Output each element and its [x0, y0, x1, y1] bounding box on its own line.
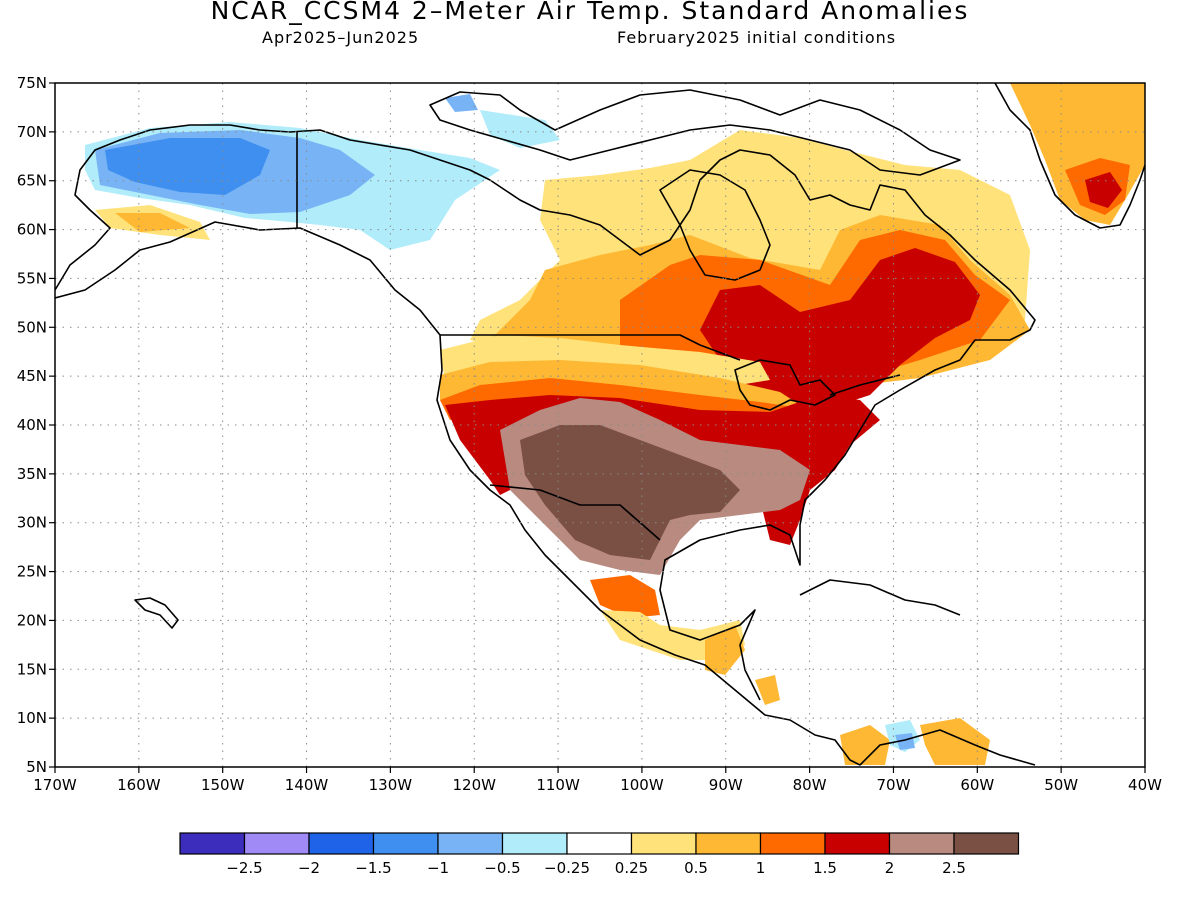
colorbar-swatch [437, 832, 504, 855]
lon-tick-label: 50W [1044, 776, 1078, 794]
lon-tick-label: 140W [285, 776, 329, 794]
colorbar-label: 2 [885, 859, 895, 877]
warm-region-us-brown [520, 425, 740, 560]
lat-tick-label: 10N [17, 709, 47, 727]
lat-tick-label: 70N [17, 123, 47, 141]
lon-tick-label: 60W [960, 776, 994, 794]
cool-region-arctic-islands [445, 94, 478, 112]
anomaly-shading [85, 83, 1145, 765]
border-canada-us [440, 334, 901, 396]
coastline-arctic-islands [429, 89, 961, 176]
lon-tick-label: 100W [620, 776, 664, 794]
colorbar-swatch [953, 832, 1020, 855]
lat-tick-label: 40N [17, 416, 47, 434]
cool-region-colombia-core [895, 733, 915, 750]
colorbar-label: −2 [298, 859, 320, 877]
lat-tick-label: 25N [17, 563, 47, 581]
coastline-north-america [55, 124, 1036, 766]
colorbar-label: −2.5 [226, 859, 262, 877]
warm-region-south-america-east [920, 718, 990, 765]
colorbar-swatch [824, 832, 891, 855]
colorbar-label: 0.25 [615, 859, 648, 877]
warm-region-central-america [755, 675, 780, 705]
lat-tick-label: 55N [17, 269, 47, 287]
colorbar-swatch [372, 832, 439, 855]
warm-region-yucatan [705, 625, 745, 675]
coastline-great-lakes [734, 359, 836, 411]
chart-title: NCAR_CCSM4 2–Meter Air Temp. Standard An… [210, 0, 970, 25]
lon-tick-label: 40W [1128, 776, 1162, 794]
lat-tick-label: 30N [17, 514, 47, 532]
warm-region-quebec-red [700, 248, 980, 415]
coastlines [55, 83, 1145, 766]
colorbar-swatch [308, 832, 375, 855]
warm-region-mexico-orange [590, 575, 660, 618]
colorbar-swatch [566, 832, 633, 855]
lon-tick-label: 70W [877, 776, 911, 794]
lat-tick-label: 20N [17, 611, 47, 629]
colorbar-swatch [179, 832, 246, 855]
lat-tick-label: 65N [17, 172, 47, 190]
colorbar: −2.5 −2 −1.5 −1 −0.5 −0.25 0.25 0.5 1 1.5 2 2.5 [179, 832, 1020, 877]
warm-region-sw-alaska-core [115, 213, 190, 232]
coastline-caribbean [799, 579, 961, 616]
lat-tick-label: 75N [17, 74, 47, 92]
initial-conditions: February2025 initial conditions [617, 28, 897, 47]
cool-region-arctic-islands-2 [480, 110, 560, 148]
warm-region-greenland [1010, 83, 1145, 225]
lon-tick-label: 80W [793, 776, 827, 794]
colorbar-swatch [888, 832, 955, 855]
colorbar-label: 2.5 [942, 859, 966, 877]
lat-tick-label: 15N [17, 660, 47, 678]
colorbar-label: 0.5 [684, 859, 708, 877]
border-us-mexico [489, 484, 661, 541]
colorbar-label: −1.5 [355, 859, 391, 877]
lon-tick-label: 110W [536, 776, 580, 794]
lat-tick-label: 45N [17, 367, 47, 385]
coastline-hudson-bay [659, 169, 771, 281]
coastline-greenland [994, 83, 1145, 229]
colorbar-swatch [501, 832, 568, 855]
lat-tick-label: 5N [26, 758, 47, 776]
lon-tick-label: 170W [33, 776, 77, 794]
coastline-hawaii [134, 597, 179, 629]
colorbar-swatch [630, 832, 697, 855]
colorbar-label: 1 [756, 859, 766, 877]
warm-region-south-america-west [840, 725, 890, 765]
forecast-period: Apr2025–Jun2025 [262, 28, 420, 47]
lat-tick-label: 50N [17, 318, 47, 336]
lat-tick-label: 60N [17, 221, 47, 239]
lon-tick-label: 130W [369, 776, 413, 794]
colorbar-label: −0.5 [484, 859, 520, 877]
map-axes: 75N 70N 65N 60N 55N 50N 45N 40N 35N 30N 25N 20N 15N 1… [17, 74, 1162, 794]
lon-tick-label: 120W [452, 776, 496, 794]
colorbar-swatch [243, 832, 310, 855]
colorbar-label: −0.25 [544, 859, 590, 877]
colorbar-swatch [759, 832, 826, 855]
lat-lon-grid [55, 83, 1145, 767]
lon-tick-label: 150W [201, 776, 245, 794]
colorbar-swatch [695, 832, 762, 855]
lon-tick-label: 90W [709, 776, 743, 794]
lon-tick-label: 160W [117, 776, 161, 794]
colorbar-label: −1 [427, 859, 449, 877]
colorbar-label: 1.5 [813, 859, 837, 877]
lat-tick-label: 35N [17, 465, 47, 483]
